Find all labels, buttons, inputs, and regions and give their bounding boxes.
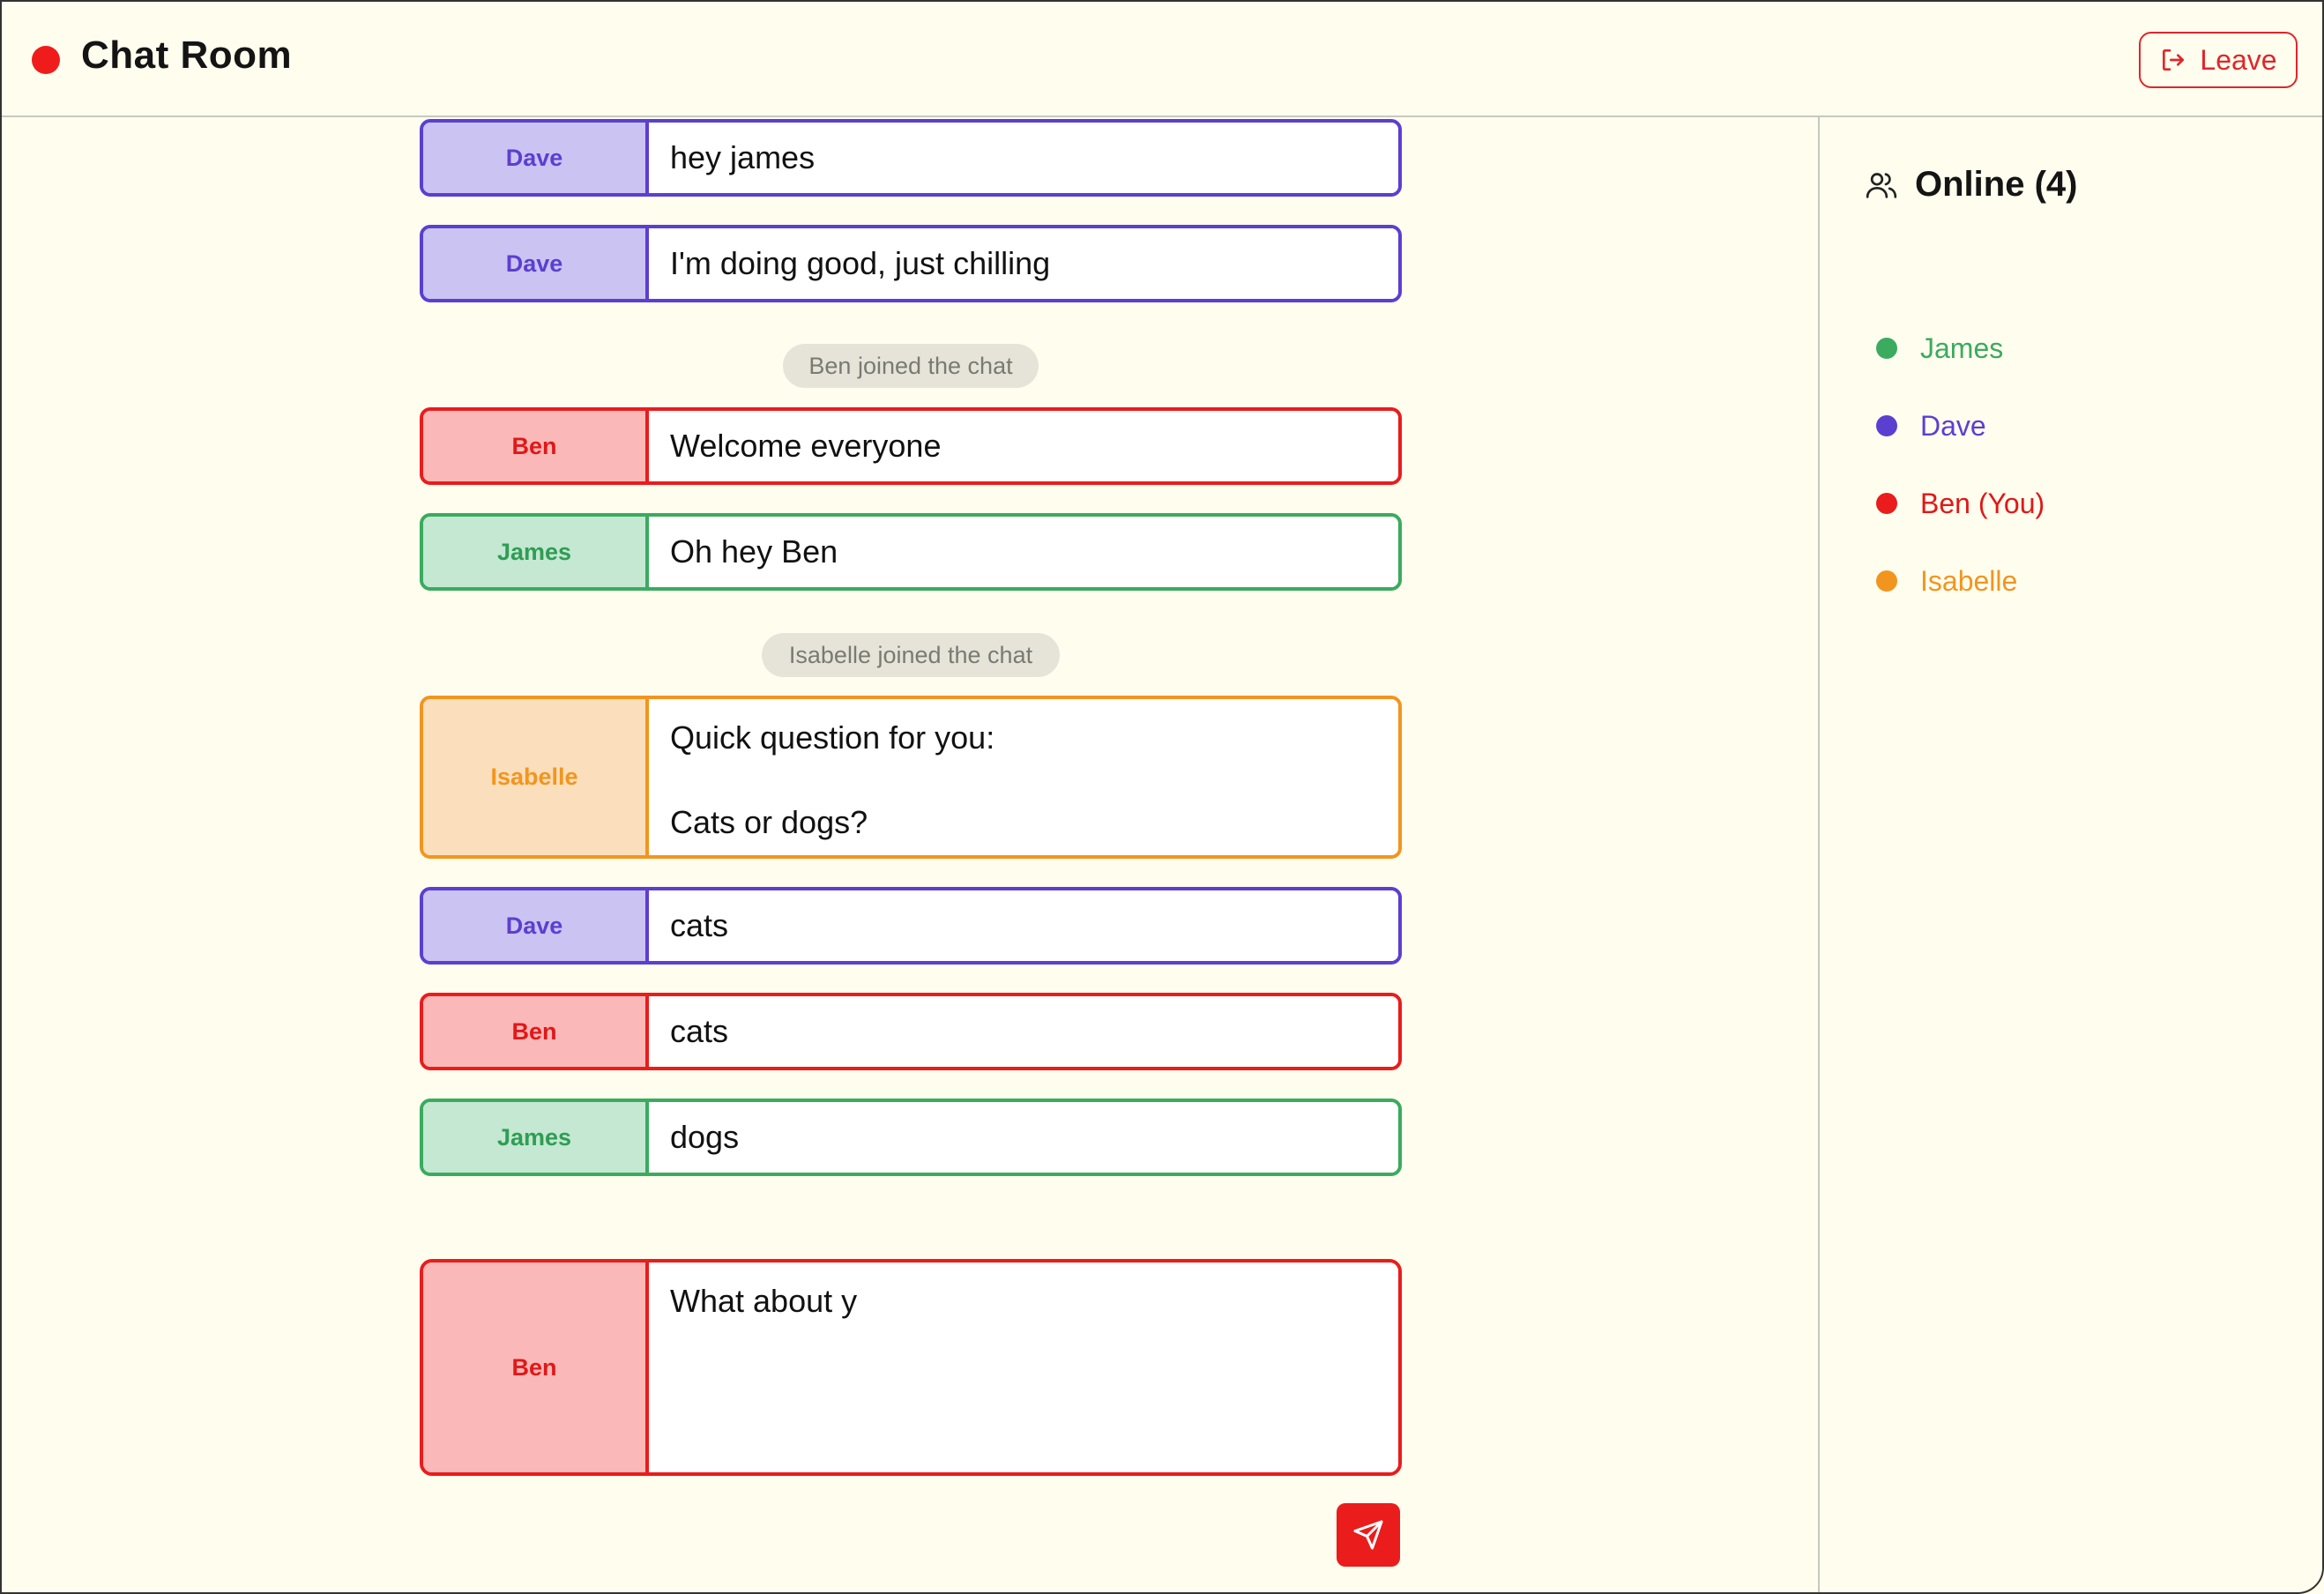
leave-button-label: Leave	[2200, 43, 2277, 76]
system-notice: Ben joined the chat	[783, 344, 1039, 388]
online-user-name: Dave	[1920, 409, 1986, 442]
users-icon	[1866, 172, 1897, 198]
presence-dot	[1876, 338, 1897, 359]
compose-sender: Ben	[423, 1263, 649, 1472]
message-text: hey james	[649, 123, 1398, 193]
online-user-list: James Dave Ben (You) Isabelle	[1876, 309, 2045, 620]
message-text: cats	[649, 890, 1398, 961]
leave-button[interactable]: Leave	[2139, 32, 2298, 88]
online-header: Online (4)	[1864, 165, 2077, 205]
message-sender: Dave	[423, 123, 649, 193]
message-sender: Ben	[423, 411, 649, 481]
message: Ben Welcome everyone	[420, 407, 1402, 485]
message-text: Quick question for you: Cats or dogs?	[649, 699, 1398, 855]
message: James Oh hey Ben	[420, 513, 1402, 591]
online-user[interactable]: Ben (You)	[1876, 465, 2045, 542]
message-sender: James	[423, 517, 649, 587]
presence-dot	[1876, 570, 1897, 592]
message: Dave cats	[420, 887, 1402, 965]
message-text: Oh hey Ben	[649, 517, 1398, 587]
header: Chat Room Leave	[2, 2, 2322, 117]
chat-area: Dave hey james Dave I'm doing good, just…	[2, 117, 1818, 1592]
message-sender: Isabelle	[423, 699, 649, 855]
message-text: dogs	[649, 1102, 1398, 1173]
message-sender: Ben	[423, 996, 649, 1067]
message-text: cats	[649, 996, 1398, 1067]
online-user-name: Ben (You)	[1920, 487, 2045, 519]
online-user[interactable]: James	[1876, 309, 2045, 387]
online-sidebar: Online (4) James Dave Ben (You) Isabelle	[1818, 117, 2322, 1592]
online-user[interactable]: Dave	[1876, 387, 2045, 465]
message: Ben cats	[420, 993, 1402, 1070]
online-user-name: James	[1920, 331, 2004, 364]
page-title: Chat Room	[81, 34, 293, 77]
presence-dot	[1876, 493, 1897, 514]
message-sender: James	[423, 1102, 649, 1173]
message-text: Welcome everyone	[649, 411, 1398, 481]
send-button[interactable]	[1337, 1503, 1400, 1567]
compose-box: Ben	[420, 1259, 1402, 1476]
online-title: Online (4)	[1915, 165, 2078, 204]
online-user-name: Isabelle	[1920, 564, 2018, 597]
send-icon	[1353, 1520, 1383, 1550]
message: Dave hey james	[420, 119, 1402, 197]
message: James dogs	[420, 1099, 1402, 1176]
message: Isabelle Quick question for you: Cats or…	[420, 696, 1402, 859]
message-sender: Dave	[423, 228, 649, 299]
presence-dot	[1876, 415, 1897, 436]
logout-icon	[2163, 49, 2185, 71]
connection-status-dot	[32, 46, 60, 74]
message-input[interactable]	[649, 1263, 1398, 1472]
message: Dave I'm doing good, just chilling	[420, 225, 1402, 302]
system-notice: Isabelle joined the chat	[762, 633, 1060, 677]
online-user[interactable]: Isabelle	[1876, 542, 2045, 620]
message-text: I'm doing good, just chilling	[649, 228, 1398, 299]
message-sender: Dave	[423, 890, 649, 961]
